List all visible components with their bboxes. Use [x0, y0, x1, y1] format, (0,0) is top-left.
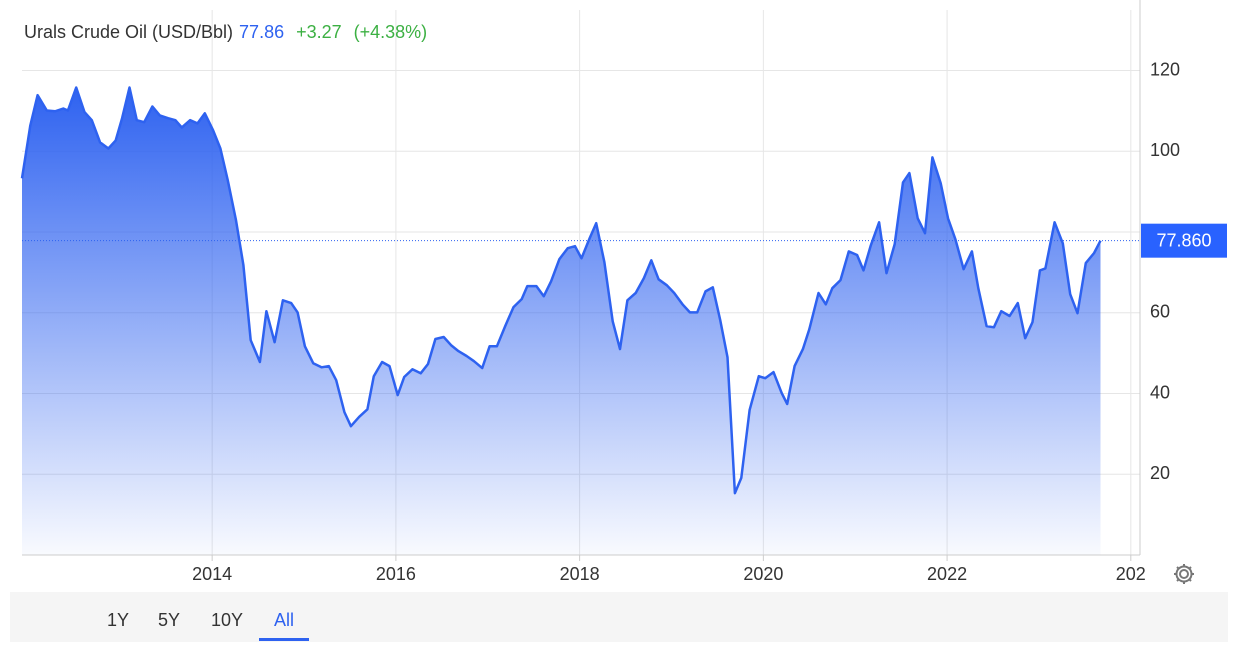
change-percent: (+4.38%) — [354, 22, 428, 42]
chart-title: Urals Crude Oil (USD/Bbl) — [24, 22, 233, 42]
y-tick-label: 60 — [1150, 302, 1170, 322]
range-button[interactable]: 5Y — [158, 610, 180, 630]
range-button[interactable]: 1Y — [107, 610, 129, 630]
y-tick-label: 100 — [1150, 140, 1180, 160]
axes: 204060801001202014201620182020202220277.… — [22, 59, 1227, 584]
active-underline — [259, 638, 309, 641]
settings-icon[interactable] — [1174, 564, 1194, 584]
plot — [20, 86, 1102, 555]
price-tag-label: 77.860 — [1156, 230, 1211, 250]
x-tick-label: 2018 — [560, 564, 600, 584]
x-tick-label: 2020 — [743, 564, 783, 584]
range-buttons: 1Y 5Y 10Y All — [107, 610, 309, 641]
range-bar — [10, 592, 1228, 642]
range-button[interactable]: All — [274, 610, 294, 630]
x-tick-label: 2022 — [927, 564, 967, 584]
last-price: 77.86 — [239, 22, 284, 42]
x-tick-label: 2014 — [192, 564, 232, 584]
x-tick-label: 2016 — [376, 564, 416, 584]
y-tick-label: 40 — [1150, 382, 1170, 402]
y-tick-label: 20 — [1150, 463, 1170, 483]
line — [20, 86, 1102, 495]
x-tick-label: 202 — [1116, 564, 1146, 584]
change: +3.27 — [296, 22, 342, 42]
price-tag — [1141, 223, 1227, 258]
y-tick-label: 120 — [1150, 59, 1180, 79]
area — [22, 87, 1101, 555]
range-button[interactable]: 10Y — [211, 610, 243, 630]
